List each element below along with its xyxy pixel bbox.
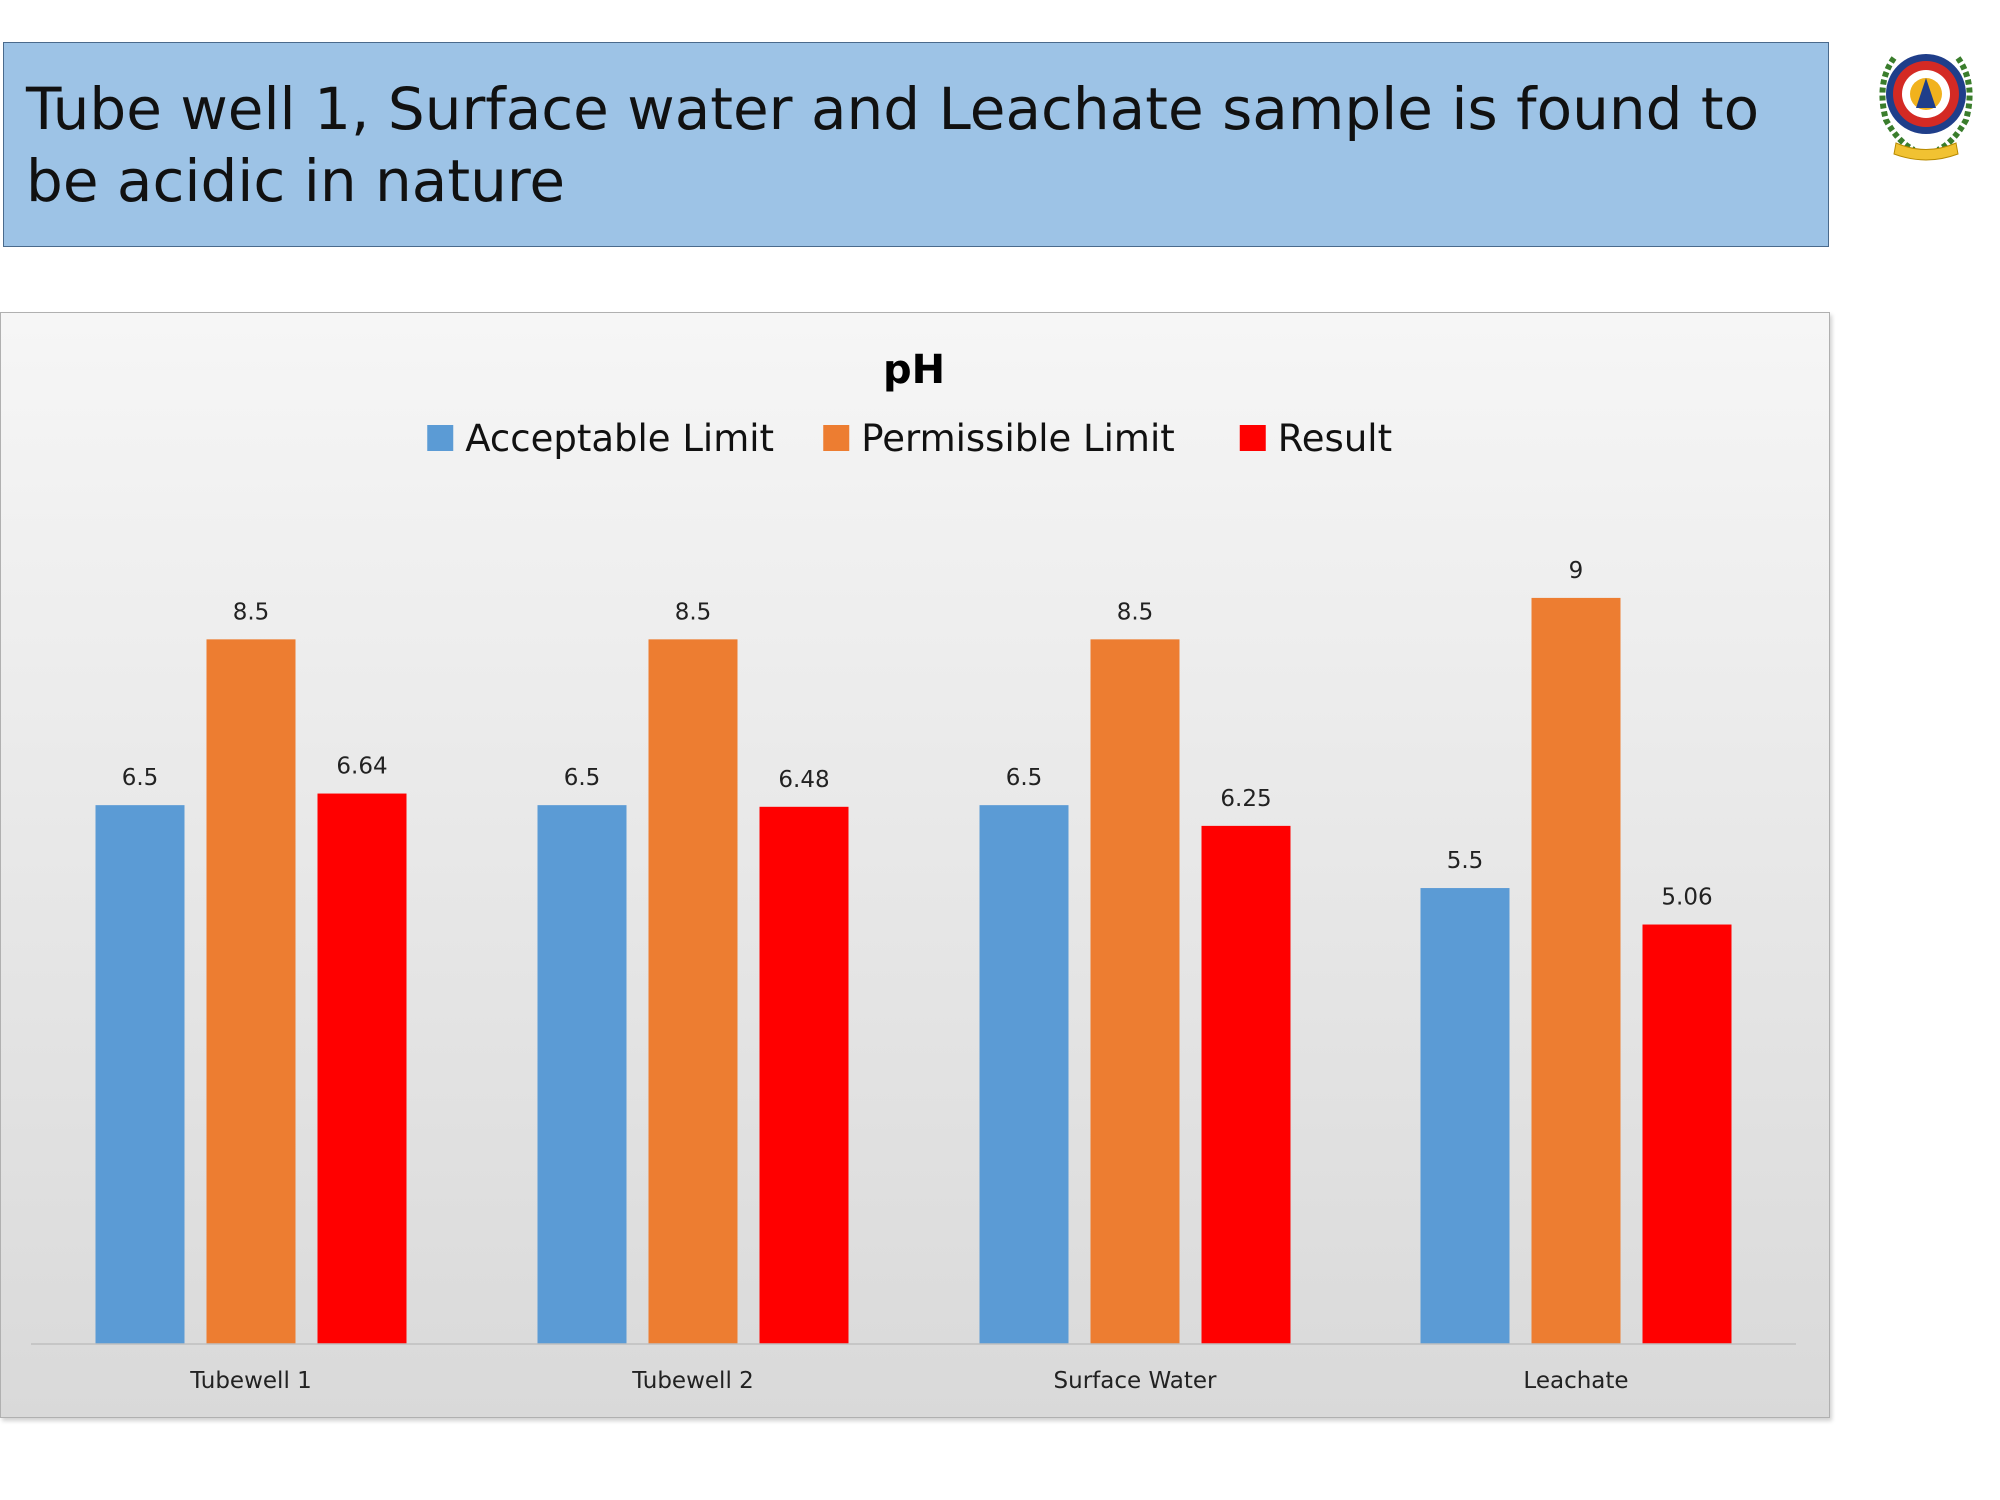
bar-1-1 xyxy=(648,639,738,1344)
ph-bar-chart: pH Acceptable Limit Permissible Limit Resu… xyxy=(31,347,1796,1394)
legend-swatch-1 xyxy=(823,425,850,451)
bar-0-2 xyxy=(979,805,1069,1344)
legend-label-1: Permissible Limit xyxy=(861,417,1175,460)
x-tick-label-2: Surface Water xyxy=(1054,1368,1217,1394)
bar-0-1 xyxy=(537,805,627,1344)
bar-2-3 xyxy=(1642,924,1732,1344)
data-label-2-3: 5.06 xyxy=(1661,885,1712,911)
data-label-0-0: 6.5 xyxy=(122,765,159,791)
college-emblem-icon xyxy=(1879,54,1973,161)
data-label-1-0: 8.5 xyxy=(233,599,270,625)
chart-title: pH xyxy=(883,347,945,393)
bar-1-2 xyxy=(1090,639,1180,1344)
bar-2-2 xyxy=(1201,825,1291,1344)
slide-title: Tube well 1, Surface water and Leachate … xyxy=(26,75,1760,215)
x-tick-label-1: Tubewell 2 xyxy=(631,1368,754,1394)
chart-legend: Acceptable Limit Permissible Limit Result xyxy=(427,417,1392,460)
bar-0-3 xyxy=(1420,888,1510,1344)
chart-area: pH Acceptable Limit Permissible Limit Resu… xyxy=(0,312,1830,1418)
data-label-1-2: 8.5 xyxy=(1117,599,1154,625)
bar-1-3 xyxy=(1531,597,1621,1344)
bar-2-0 xyxy=(317,793,407,1344)
data-label-1-1: 8.5 xyxy=(675,599,712,625)
bar-1-0 xyxy=(206,639,296,1344)
x-tick-label-0: Tubewell 1 xyxy=(189,1368,312,1394)
data-label-0-3: 5.5 xyxy=(1447,848,1484,874)
bar-0-0 xyxy=(95,805,185,1344)
legend-swatch-0 xyxy=(427,425,454,451)
data-label-0-1: 6.5 xyxy=(564,765,601,791)
chart-data-labels: 6.5 6.5 6.5 5.5 8.5 8.5 8.5 9 6.64 6.48 6.25 5.06 xyxy=(122,558,1713,911)
chart-bars xyxy=(95,597,1732,1344)
data-label-2-1: 6.48 xyxy=(778,767,829,793)
bar-2-1 xyxy=(759,806,849,1344)
data-label-1-3: 9 xyxy=(1569,558,1584,584)
data-label-2-2: 6.25 xyxy=(1220,786,1271,812)
legend-label-2: Result xyxy=(1278,417,1392,460)
data-label-2-0: 6.64 xyxy=(336,754,387,780)
slide-title-box: Tube well 1, Surface water and Leachate … xyxy=(3,42,1829,247)
legend-swatch-2 xyxy=(1239,425,1266,451)
x-tick-label-3: Leachate xyxy=(1523,1368,1628,1394)
legend-label-0: Acceptable Limit xyxy=(465,417,774,460)
x-axis-ticks: Tubewell 1 Tubewell 2 Surface Water Leachat… xyxy=(189,1368,1628,1394)
data-label-0-2: 6.5 xyxy=(1006,765,1043,791)
